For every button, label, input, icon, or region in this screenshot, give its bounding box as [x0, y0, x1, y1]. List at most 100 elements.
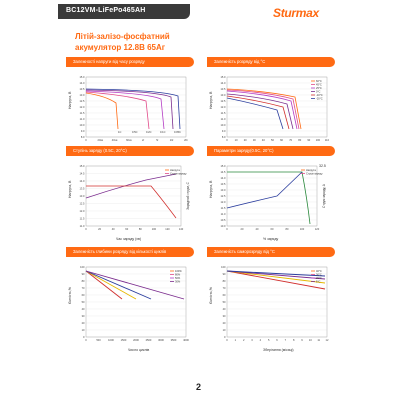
- curve-5c: [226, 270, 326, 277]
- y-tick-label: 11.5: [221, 206, 226, 210]
- plot-area: [85, 76, 187, 138]
- x-tick-label: 0: [226, 227, 228, 231]
- x-tick-label: 4: [260, 338, 262, 342]
- x-tick-label: 110: [325, 138, 330, 142]
- legend-label: 100%: [175, 269, 182, 273]
- y-tick-label: 40: [82, 307, 85, 311]
- y-axis-label: Напруга, В: [68, 91, 72, 109]
- x-tick-label: 0: [85, 338, 87, 342]
- chart-charge-params: Напруга, В % заряду 32.5 15.0 14.5 14.0 13.…: [209, 164, 326, 241]
- y-tick-label: 80: [82, 279, 85, 283]
- y-tick-label: 10.0: [220, 123, 226, 127]
- axes: [85, 76, 187, 138]
- y-tick-label: 8.0: [81, 135, 85, 139]
- curve-45c: [226, 89, 300, 130]
- y-tick-label: 10.0: [79, 123, 85, 127]
- curve-label: 0.5C: [132, 130, 138, 134]
- x-tick-label: 60: [280, 138, 283, 142]
- x-tick-label: 2г: [142, 138, 144, 142]
- x-tick-label: 20г: [184, 138, 188, 142]
- x-tick-label: 40: [262, 138, 265, 142]
- x-tick-label: 0: [226, 138, 228, 142]
- y-tick-label: 11.5: [80, 217, 85, 221]
- curve-01c: [85, 89, 174, 130]
- x-tick-label: 12: [326, 338, 329, 342]
- y-tick-label: 14.0: [220, 81, 226, 85]
- y-tick-label: 14.5: [79, 172, 85, 176]
- curves: [85, 173, 177, 219]
- y-tick-label: 15.0: [79, 164, 85, 168]
- legend-label: 60°C: [316, 79, 322, 83]
- model-tab: [58, 4, 190, 19]
- chart-banner-label: Залежності напруги від часу розряду: [73, 59, 145, 64]
- curves: [85, 270, 185, 300]
- x-tick-label: 0: [226, 338, 228, 342]
- y-tick-label: 0: [224, 335, 226, 339]
- legend-label: 5°C: [316, 280, 320, 284]
- x-tick-label: 80: [298, 138, 301, 142]
- x-tick-label: 10г: [170, 138, 174, 142]
- x-tick-label: 80: [286, 227, 289, 231]
- y-tick-label: 9.0: [222, 129, 226, 133]
- legend-label: -10°C: [316, 93, 323, 97]
- x-axis-label: % заряду: [263, 237, 278, 241]
- y-tick-label: 15.0: [220, 164, 226, 168]
- x-tick-label: 120: [315, 227, 320, 231]
- curve-20c: [226, 270, 326, 280]
- x-tick-label: 60: [125, 227, 128, 231]
- curves: [226, 171, 311, 225]
- y2-axis-label: Зарядний струм, С: [186, 181, 190, 210]
- x-tick-label: 9: [301, 338, 303, 342]
- chart-banner-label: Залежність саморозряду від °С: [214, 249, 275, 254]
- y-axis-label: Ємність,%: [68, 287, 72, 304]
- y-tick-label: 14.0: [220, 176, 226, 180]
- curve-label: 0.05C: [174, 130, 181, 134]
- curve-m20c: [226, 97, 284, 130]
- x-tick-label: 7: [285, 338, 287, 342]
- chart-self-discharge: Ємність,% Зберігання (місяці) 1009080706…: [209, 265, 329, 352]
- title-line-1: Літій-залізо-фосфатний: [75, 32, 170, 41]
- x-tick-label: 10: [235, 138, 238, 142]
- y-tick-label: 10.5: [220, 218, 226, 222]
- legend-label: 25°C: [316, 86, 322, 90]
- chart-banner: Залежність глибини розряду від кількості…: [66, 247, 194, 257]
- legend-label: 30%: [175, 280, 181, 284]
- chart-panel-cycles: Залежність глибини розряду від кількості…: [66, 247, 194, 352]
- y-tick-label: 8.0: [222, 135, 226, 139]
- product-title: Літій-залізо-фосфатний акумулятор 12.8В …: [75, 31, 225, 53]
- x-tick-label: 3500: [171, 338, 177, 342]
- y-tick-label: 11.0: [80, 224, 85, 228]
- curve-1c: [85, 92, 119, 130]
- plot-area: [85, 165, 182, 227]
- y-tick-label: 10: [82, 328, 85, 332]
- model-name: BC12VM-LiFePo465AH: [66, 7, 146, 14]
- y-tick-label: 90: [82, 272, 85, 276]
- legend-label: 0°C: [316, 90, 320, 94]
- y-tick-label: 10: [223, 328, 226, 332]
- curve-30c: [226, 270, 326, 284]
- curves: [85, 88, 181, 130]
- x-tick-label: 500: [96, 338, 101, 342]
- y-tick-label: 12.0: [220, 200, 226, 204]
- curve-25c: [226, 90, 298, 130]
- curve-60c: [226, 88, 302, 130]
- y-tick-label: 14.0: [79, 81, 85, 85]
- chart-banner: Залежності напруги від часу розряду: [66, 57, 194, 67]
- y2-axis-label: Струм заряду, А: [322, 183, 326, 208]
- x-tick-label: 4000: [183, 338, 189, 342]
- curve-40c: [226, 270, 326, 290]
- chart-panel-discharge-time: Залежності напруги від часу розряду Напр…: [66, 57, 194, 157]
- y-tick-label: 70: [223, 286, 226, 290]
- x-tick-label: 100: [316, 138, 321, 142]
- y-tick-label: 80: [223, 279, 226, 283]
- x-tick-label: 60хв: [126, 138, 132, 142]
- x-tick-label: 0: [85, 138, 87, 142]
- chart-panel-discharge-temp: Залежність розряду від °С Напруга, В Ємн…: [207, 57, 335, 157]
- y-tick-label: 11.5: [80, 111, 85, 115]
- chart-cycles: Ємність,% Число циклів 10090807060504030…: [68, 265, 189, 352]
- x-axis-label: Зберігання (місяці): [263, 348, 294, 352]
- y-tick-label: 12.5: [220, 194, 226, 198]
- legend-label: 80%: [175, 273, 181, 277]
- chart-banner: Параметри заряду(0.5C, 20°C): [207, 146, 335, 156]
